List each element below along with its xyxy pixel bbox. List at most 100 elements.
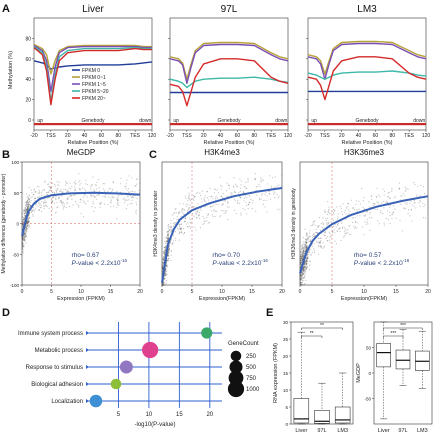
scatter-point [34, 197, 37, 199]
legend-label: FPKM 0~1 [82, 75, 106, 81]
scatter-point [301, 259, 303, 261]
scatter-point [347, 232, 349, 234]
scatter-point [302, 250, 304, 252]
scatter-point [129, 195, 132, 197]
scatter-point [167, 260, 169, 262]
scatter-point [178, 211, 180, 213]
scatter-point [102, 195, 104, 197]
scatter-point [422, 217, 424, 219]
scatter-point [318, 253, 320, 255]
scatter-point [126, 179, 128, 181]
scatter-point [317, 245, 320, 247]
scatter-point [326, 236, 329, 238]
scatter-point [306, 268, 308, 270]
scatter-point [25, 204, 27, 206]
scatter-point [312, 222, 314, 224]
scatter-point [27, 209, 29, 211]
scatter-point [361, 226, 364, 228]
scatter-point [164, 248, 166, 250]
scatter-point [391, 187, 393, 189]
scatter-point [187, 187, 189, 189]
scatter-point [328, 206, 330, 208]
scatter-point [21, 246, 23, 248]
scatter-point [30, 211, 32, 213]
scatter-point [21, 228, 23, 230]
scatter-point [211, 195, 213, 198]
scatter-point [22, 239, 24, 241]
scatter-point [301, 252, 303, 255]
scatter-point [166, 273, 168, 275]
scatter-point [204, 200, 206, 203]
scatter-point [26, 229, 28, 231]
scatter-point [299, 283, 302, 285]
legend-title: GeneCount [228, 341, 259, 347]
scatter-point [166, 240, 168, 242]
scatter-point [404, 202, 406, 204]
scatter-point [303, 254, 305, 256]
scatter-point [308, 250, 310, 253]
scatter-point [259, 186, 261, 188]
scatter-point [119, 183, 121, 185]
scatter-point [304, 263, 306, 265]
scatter-point [185, 223, 188, 225]
scatter-point [323, 246, 325, 248]
scatter-point [32, 194, 35, 196]
scatter-point [164, 251, 166, 253]
x-tick-label: TES [266, 133, 276, 139]
scatter-point [173, 225, 175, 227]
scatter-point [301, 256, 303, 258]
scatter-point [174, 223, 176, 225]
scatter-point [95, 184, 97, 186]
scatter-point [300, 279, 302, 281]
scatter-point [26, 230, 28, 232]
scatter-point [220, 210, 222, 212]
region-label-up: up [311, 118, 317, 124]
scatter-point [56, 201, 58, 204]
scatter-point [333, 210, 336, 212]
scatter-point [254, 178, 256, 180]
scatter-point [25, 242, 27, 244]
scatter-point [414, 202, 416, 204]
scatter-point [419, 199, 421, 202]
scatter-point [167, 230, 169, 233]
scatter-point [23, 244, 25, 246]
scatter-point [23, 235, 25, 237]
scatter-point [102, 183, 104, 185]
scatter-point [300, 257, 302, 259]
scatter-point [22, 242, 24, 244]
scatter-point [317, 225, 319, 227]
region-label-up: up [37, 118, 43, 124]
scatter-point [416, 194, 418, 196]
scatter-point [180, 227, 182, 229]
panel-label-a: A [2, 3, 10, 15]
scatter-point [424, 192, 426, 195]
scatter-point [34, 198, 36, 200]
scatter-point [204, 220, 206, 222]
scatter-point [21, 236, 24, 239]
scatter-point [22, 248, 24, 250]
scatter-point [301, 274, 303, 276]
scatter-point [399, 220, 401, 222]
scatter-point [167, 255, 169, 257]
significance-bracket [383, 335, 404, 338]
scatter-point [305, 263, 307, 265]
scatter-point [112, 205, 115, 207]
scatter-point [300, 284, 302, 286]
scatter-point [369, 229, 371, 231]
arrow-head [86, 399, 89, 403]
scatter-point [177, 229, 179, 231]
scatter-point [301, 272, 303, 274]
scatter-point [220, 184, 222, 186]
scatter-point [305, 265, 307, 267]
scatter-point [32, 215, 34, 217]
scatter-point [85, 203, 87, 205]
scatter-point [347, 209, 349, 211]
scatter-point [52, 196, 54, 198]
region-bar [308, 123, 426, 126]
scatter-point [27, 207, 29, 209]
scatter-point [391, 217, 393, 219]
scatter-point [109, 187, 111, 189]
scatter-point [30, 189, 32, 191]
scatter-point [64, 184, 67, 186]
